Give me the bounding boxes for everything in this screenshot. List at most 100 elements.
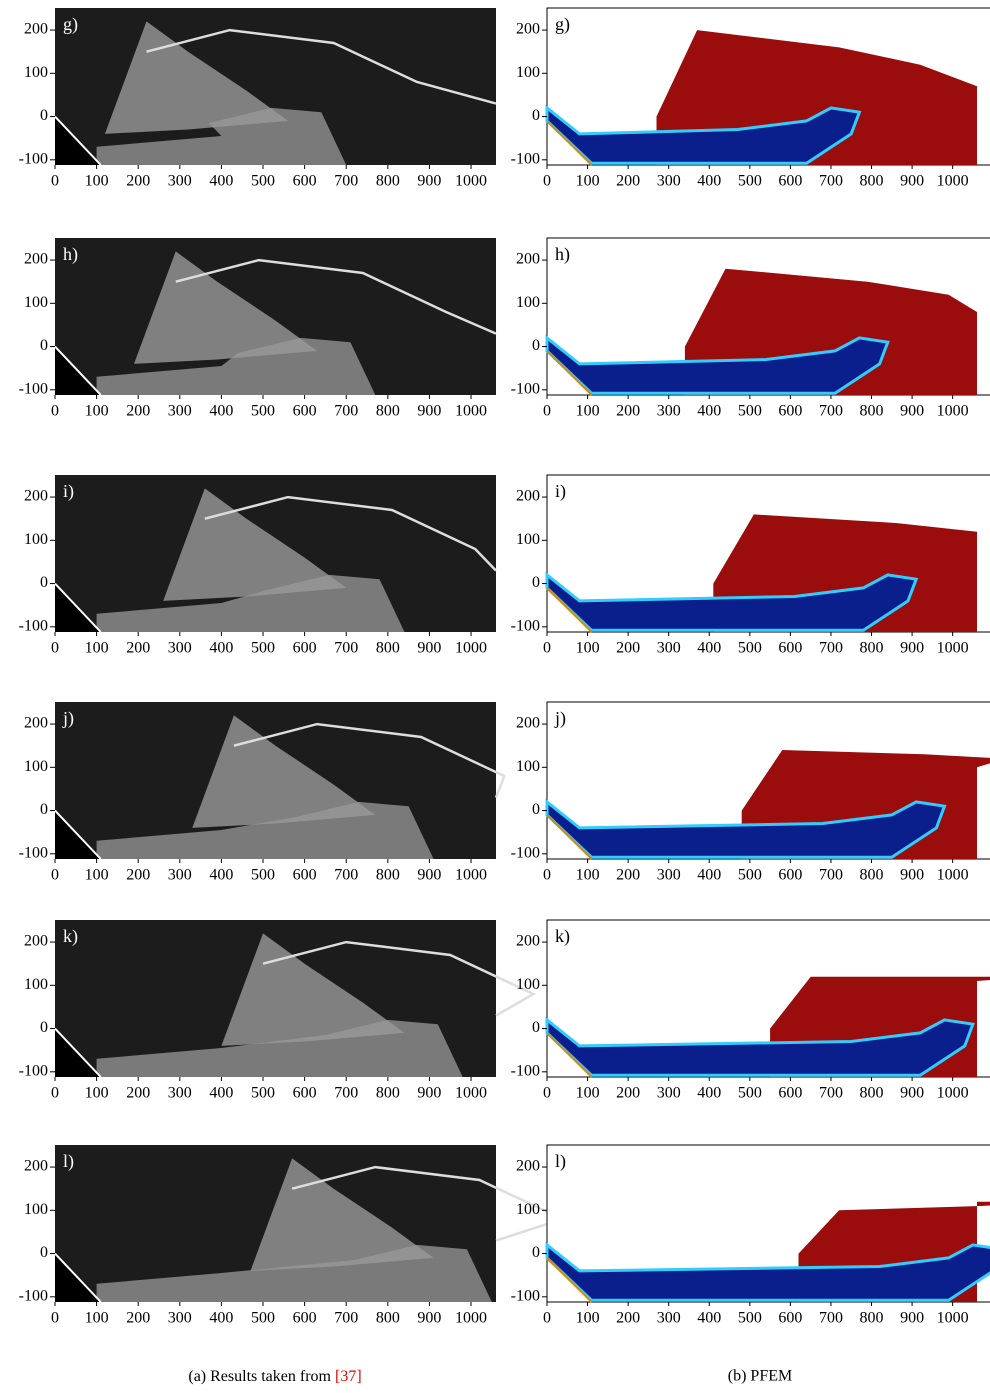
x-tick-label: 500 bbox=[251, 1085, 275, 1102]
y-tick-label: 0 bbox=[40, 1244, 48, 1261]
water-region bbox=[545, 334, 890, 395]
y-tick-label: 100 bbox=[516, 758, 540, 775]
x-tick-label: 600 bbox=[293, 403, 317, 420]
x-tick-label: 900 bbox=[417, 1085, 441, 1102]
x-tick-label: 300 bbox=[657, 1085, 681, 1102]
x-tick-label: 500 bbox=[251, 640, 275, 657]
sediment bbox=[96, 107, 347, 165]
x-tick-label: 100 bbox=[576, 1310, 600, 1327]
water-region bbox=[545, 571, 919, 632]
x-tick-label: 1000 bbox=[937, 1310, 969, 1327]
y-tick-label: -100 bbox=[19, 844, 48, 861]
x-tick-label: 300 bbox=[657, 173, 681, 190]
x-tick-label: 600 bbox=[293, 173, 317, 190]
x-tick-label: 1000 bbox=[937, 403, 969, 420]
wedge-edge bbox=[546, 350, 593, 396]
wedge-edge bbox=[54, 582, 102, 633]
x-tick-label: 400 bbox=[209, 867, 233, 884]
water-region bbox=[545, 104, 862, 165]
y-tick-label: -100 bbox=[19, 150, 48, 167]
x-tick-label: 200 bbox=[126, 867, 150, 884]
y-tick-label: -100 bbox=[511, 1062, 540, 1079]
x-tick-label: 400 bbox=[209, 1085, 233, 1102]
y-tick-label: -100 bbox=[19, 1062, 48, 1079]
panel-label: k) bbox=[63, 926, 78, 947]
x-tick-label: 300 bbox=[657, 1310, 681, 1327]
x-tick-label: 700 bbox=[819, 403, 843, 420]
x-tick-label: 900 bbox=[417, 1310, 441, 1327]
x-tick-label: 400 bbox=[697, 640, 721, 657]
x-tick-label: 0 bbox=[543, 1310, 551, 1327]
x-tick-label: 700 bbox=[819, 1310, 843, 1327]
y-tick-label: 0 bbox=[40, 337, 48, 354]
y-tick-label: 0 bbox=[40, 1019, 48, 1036]
x-tick-label: 300 bbox=[168, 640, 192, 657]
wave-crest bbox=[146, 28, 497, 105]
x-tick-label: 800 bbox=[860, 1085, 884, 1102]
x-tick-label: 100 bbox=[85, 173, 109, 190]
caption-b: (b) PFEM bbox=[728, 1368, 792, 1385]
x-tick-label: 200 bbox=[126, 1310, 150, 1327]
x-tick-label: 800 bbox=[860, 1310, 884, 1327]
y-tick-label: 200 bbox=[24, 1158, 48, 1175]
x-tick-label: 200 bbox=[616, 1310, 640, 1327]
y-tick-label: -100 bbox=[511, 1287, 540, 1304]
x-tick-label: 900 bbox=[900, 1310, 924, 1327]
x-tick-label: 800 bbox=[376, 173, 400, 190]
x-tick-label: 600 bbox=[778, 640, 802, 657]
x-tick-label: 400 bbox=[697, 403, 721, 420]
y-tick-label: 200 bbox=[516, 21, 540, 38]
y-tick-label: -100 bbox=[19, 617, 48, 634]
x-tick-label: 200 bbox=[126, 640, 150, 657]
x-tick-label: 500 bbox=[738, 1310, 762, 1327]
x-tick-label: 700 bbox=[334, 1085, 358, 1102]
y-tick-label: -100 bbox=[511, 844, 540, 861]
y-tick-label: -100 bbox=[19, 1287, 48, 1304]
x-tick-label: 300 bbox=[168, 173, 192, 190]
y-tick-label: 200 bbox=[516, 715, 540, 732]
wave-crest bbox=[262, 940, 537, 1017]
y-tick-label: -100 bbox=[511, 617, 540, 634]
x-tick-label: 800 bbox=[860, 173, 884, 190]
x-tick-label: 900 bbox=[900, 640, 924, 657]
x-tick-label: 800 bbox=[860, 640, 884, 657]
y-tick-label: 100 bbox=[24, 294, 48, 311]
x-tick-label: 200 bbox=[616, 1085, 640, 1102]
y-tick-label: 100 bbox=[24, 64, 48, 81]
x-tick-label: 1000 bbox=[455, 1085, 487, 1102]
y-tick-label: 200 bbox=[516, 488, 540, 505]
x-tick-label: 600 bbox=[778, 1310, 802, 1327]
x-tick-label: 800 bbox=[376, 640, 400, 657]
x-tick-label: 100 bbox=[85, 1310, 109, 1327]
x-tick-label: 1000 bbox=[937, 1085, 969, 1102]
x-tick-label: 1000 bbox=[455, 403, 487, 420]
x-tick-label: 0 bbox=[51, 1310, 59, 1327]
x-tick-label: 100 bbox=[85, 403, 109, 420]
water-region bbox=[545, 798, 947, 859]
x-tick-label: 300 bbox=[168, 1310, 192, 1327]
y-tick-label: 200 bbox=[24, 21, 48, 38]
y-tick-label: 200 bbox=[24, 251, 48, 268]
x-tick-label: 500 bbox=[251, 173, 275, 190]
x-tick-label: 800 bbox=[860, 403, 884, 420]
x-tick-label: 700 bbox=[334, 403, 358, 420]
y-tick-label: 100 bbox=[24, 758, 48, 775]
wedge-edge bbox=[54, 1027, 102, 1078]
x-tick-label: 0 bbox=[543, 403, 551, 420]
wedge-edge bbox=[546, 1032, 593, 1078]
y-tick-label: 100 bbox=[24, 531, 48, 548]
y-tick-label: 0 bbox=[532, 801, 540, 818]
x-tick-label: 900 bbox=[417, 403, 441, 420]
x-tick-label: 500 bbox=[738, 867, 762, 884]
x-tick-label: 100 bbox=[85, 1085, 109, 1102]
x-tick-label: 0 bbox=[543, 173, 551, 190]
x-tick-label: 600 bbox=[293, 1310, 317, 1327]
y-tick-label: 200 bbox=[24, 933, 48, 950]
wave-crest bbox=[291, 1165, 566, 1242]
x-tick-label: 800 bbox=[376, 1310, 400, 1327]
y-tick-label: 0 bbox=[40, 574, 48, 591]
y-tick-label: 200 bbox=[516, 933, 540, 950]
x-tick-label: 800 bbox=[376, 867, 400, 884]
